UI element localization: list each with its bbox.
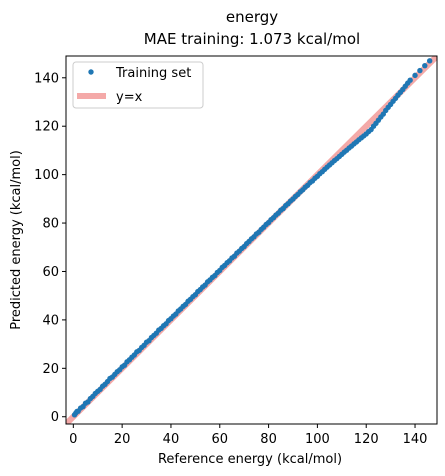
axes-frame (65, 55, 438, 425)
legend-label-y-equals-x: y=x (116, 90, 143, 105)
y-tick-label: 100 (34, 168, 59, 183)
x-tick-label: 60 (211, 432, 228, 447)
x-axis-ticks: 0 20 40 60 80 100 120 140 (69, 424, 427, 447)
chart-subtitle: MAE training: 1.073 kcal/mol (144, 30, 360, 48)
x-tick-label: 20 (114, 432, 131, 447)
y-tick-label: 0 (51, 410, 59, 425)
plot-area (66, 56, 437, 424)
y-tick-label: 60 (42, 265, 59, 280)
data-point-training-set (422, 62, 428, 69)
y-tick-label: 120 (34, 120, 59, 135)
y-axis-label: Predicted energy (kcal/mol) (9, 150, 24, 330)
legend: Training set y=x (72, 61, 204, 109)
x-tick-label: 0 (69, 432, 77, 447)
x-axis-label: Reference energy (kcal/mol) (158, 452, 342, 467)
x-tick-label: 120 (354, 432, 379, 447)
x-tick-label: 40 (163, 432, 180, 447)
data-point-training-set (412, 72, 418, 79)
x-tick-label: 100 (305, 432, 330, 447)
y-tick-label: 40 (42, 313, 59, 328)
y-tick-label: 80 (42, 217, 59, 232)
data-point-training-set (417, 67, 423, 74)
x-tick-label: 80 (260, 432, 277, 447)
y-tick-label: 20 (42, 362, 59, 377)
y-tick-label: 140 (34, 71, 59, 86)
legend-label-training-set: Training set (115, 66, 191, 81)
chart-title: energy (226, 8, 278, 26)
data-point-training-set (407, 77, 413, 83)
x-tick-label: 140 (403, 432, 428, 447)
data-point-training-set (426, 58, 433, 64)
y-axis-ticks: 0 20 40 60 80 100 120 140 (34, 71, 66, 425)
legend-marker-training-set (88, 69, 94, 75)
